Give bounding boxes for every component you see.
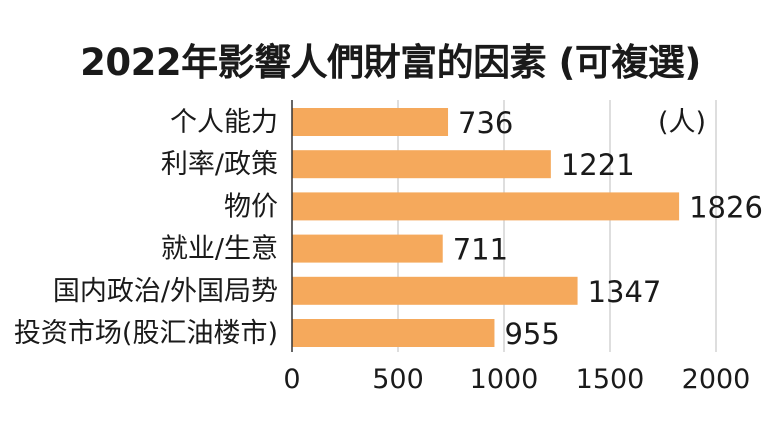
- bar: [292, 150, 551, 179]
- bar: [292, 192, 680, 221]
- category-label: 就业/生意: [161, 234, 278, 265]
- data-label: 955: [504, 317, 559, 351]
- grid-lines: [397, 100, 717, 352]
- labels: 0 500 1000 1500 2000 个人能力 736 利率/政策 1221 物价 1826 就业…: [14, 106, 763, 395]
- category-label: 物价: [224, 191, 278, 222]
- data-label: 1826: [689, 190, 763, 224]
- x-tick-label: 500: [372, 364, 424, 395]
- data-label: 1221: [561, 148, 635, 182]
- category-label: 个人能力: [170, 107, 278, 138]
- bars: [292, 108, 680, 347]
- data-label: 1347: [588, 275, 662, 309]
- category-label: 国内政治/外国局势: [53, 276, 278, 307]
- category-label: 利率/政策: [161, 149, 278, 180]
- bar: [292, 319, 495, 347]
- bar: [292, 108, 449, 136]
- unit-label: (人): [658, 107, 706, 138]
- data-label: 711: [453, 233, 508, 267]
- x-tick-label: 2000: [682, 364, 751, 395]
- bar: [292, 276, 578, 305]
- x-tick-label: 0: [283, 364, 300, 395]
- x-tick-label: 1000: [470, 364, 539, 395]
- category-label: 投资市场(股汇油楼市): [14, 318, 278, 349]
- chart-title: 2022年影響人們財富的因素 (可複選): [80, 41, 701, 84]
- bar: [292, 234, 443, 263]
- data-label: 736: [458, 106, 513, 140]
- x-tick-label: 1500: [576, 364, 645, 395]
